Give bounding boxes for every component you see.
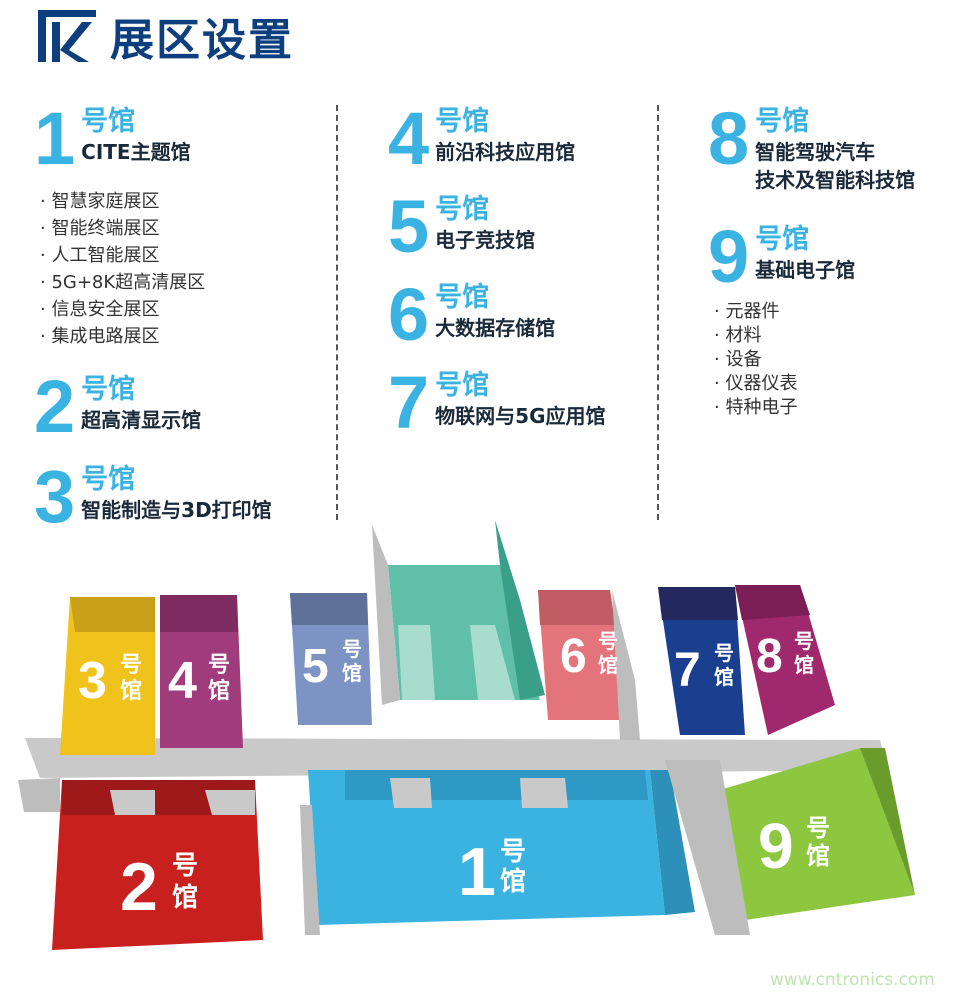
map-hao: 号 (598, 630, 618, 653)
map-label-5: 5 (302, 640, 329, 693)
hall-5-block (290, 593, 372, 725)
map-hao: 号 (342, 638, 362, 661)
hall-1-zones: 智慧家庭展区 智能终端展区 人工智能展区 5G+8K超高清展区 信息安全展区 集… (40, 188, 205, 350)
hall-7-info: 7 号馆 物联网与5G应用馆 (388, 361, 606, 444)
map-guan: 馆 (794, 653, 814, 677)
logo-icon (38, 10, 96, 62)
map-guan: 馆 (172, 882, 198, 912)
map-label-6: 6 (560, 630, 587, 683)
hall-3-info: 3 号馆 智能制造与3D打印馆 (34, 455, 272, 538)
hall-2-block (52, 780, 263, 950)
map-guan: 馆 (342, 661, 362, 685)
hall-1-info: 1 号馆 CITE主题馆 (34, 97, 191, 180)
map-label-2: 2 (120, 849, 158, 925)
corridor (18, 778, 60, 812)
map-label-3: 3 (78, 652, 107, 710)
hall-7-block (658, 587, 745, 735)
map-hao: 号 (120, 652, 142, 677)
divider (657, 105, 659, 520)
hall-1-block (308, 770, 665, 925)
map-label-4: 4 (168, 652, 197, 710)
hall-6-info: 6 号馆 大数据存储馆 (388, 273, 556, 356)
map-hao: 号 (172, 850, 198, 880)
hall-2-info: 2 号馆 超高清显示馆 (34, 365, 202, 448)
divider (336, 105, 338, 520)
hall-8-block (735, 585, 835, 735)
hall-9-zones: 元器件 材料 设备 仪器仪表 特种电子 (714, 300, 797, 420)
map-guan: 馆 (120, 678, 142, 703)
hall-4-block (160, 595, 243, 748)
map-guan: 馆 (500, 866, 526, 896)
page-title: 展区设置 (36, 4, 294, 68)
map-label-8: 8 (756, 630, 783, 683)
hall-8-info: 8 号馆 智能驾驶汽车 技术及智能科技馆 (708, 97, 916, 193)
map-label-1: 1 (458, 834, 496, 910)
map-hao: 号 (714, 642, 734, 665)
map-hao: 号 (794, 630, 814, 653)
hall-9-block (720, 748, 915, 920)
map-hao: 号 (806, 815, 830, 842)
map-label-7: 7 (674, 644, 701, 697)
map-hao: 号 (500, 836, 526, 866)
map-label-9: 9 (758, 810, 794, 882)
hall-3-block (60, 597, 155, 755)
map-guan: 馆 (208, 678, 230, 703)
hall-4-info: 4 号馆 前沿科技应用馆 (388, 97, 576, 180)
map-guan: 馆 (714, 665, 734, 689)
map-guan: 馆 (806, 842, 830, 870)
hall-9-info: 9 号馆 基础电子馆 (708, 215, 856, 298)
watermark: www.cntronics.com (770, 970, 935, 990)
map-hao: 号 (208, 652, 230, 677)
map-guan: 馆 (598, 653, 618, 677)
hall-5-info: 5 号馆 电子竞技馆 (388, 185, 536, 268)
